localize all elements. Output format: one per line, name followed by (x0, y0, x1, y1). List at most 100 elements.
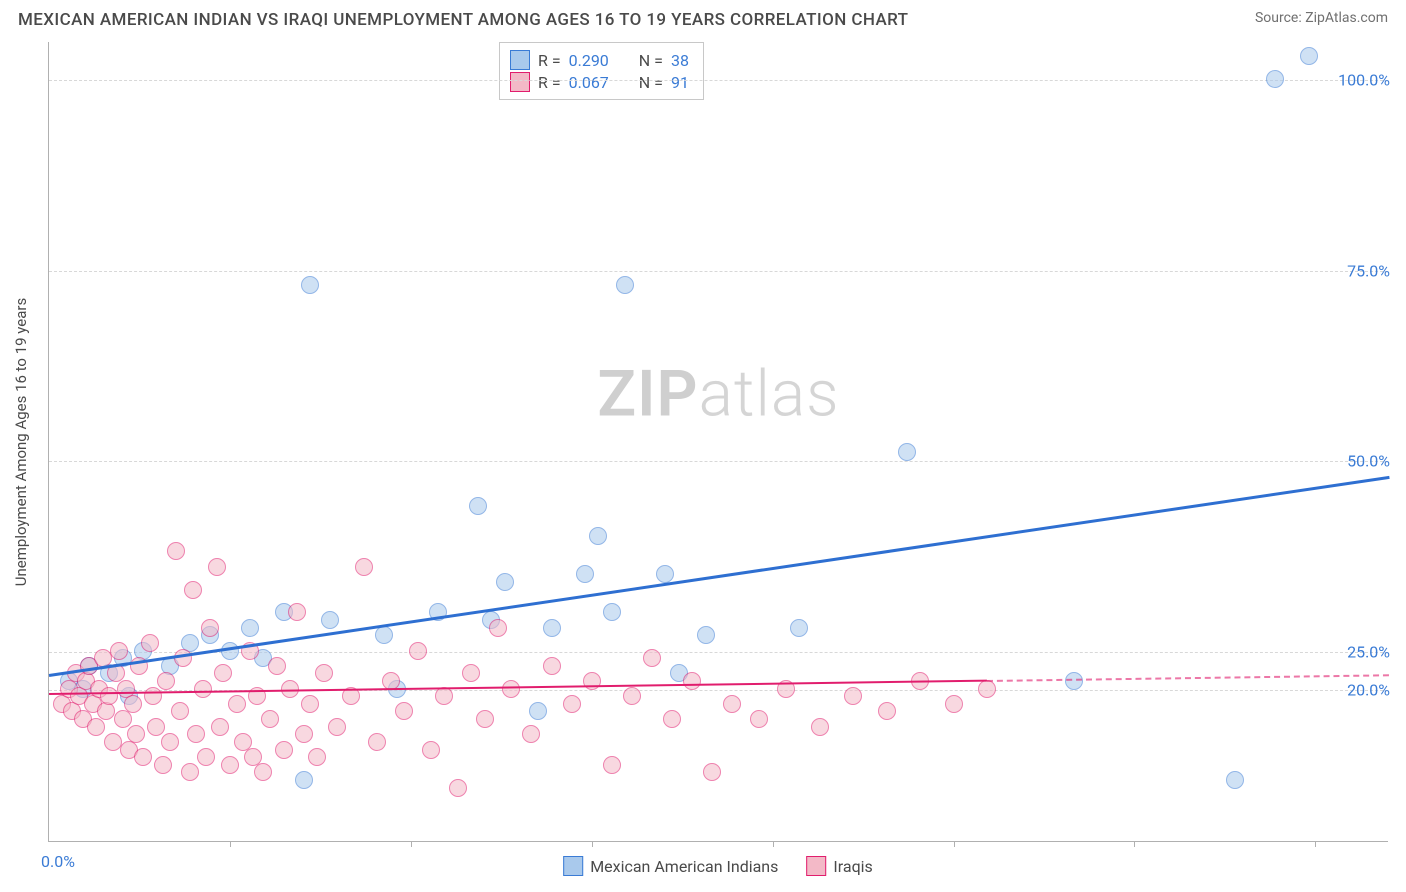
data-point (241, 619, 259, 637)
data-point (603, 603, 621, 621)
data-point (154, 756, 172, 774)
data-point (184, 581, 202, 599)
data-point (208, 558, 226, 576)
data-point (703, 763, 721, 781)
data-point (187, 725, 205, 743)
data-point (127, 725, 145, 743)
data-point (898, 443, 916, 461)
data-point (449, 779, 467, 797)
data-point (295, 771, 313, 789)
source-label: Source: ZipAtlas.com (1255, 10, 1388, 26)
series-swatch (510, 72, 530, 92)
data-point (603, 756, 621, 774)
x-tick (411, 841, 412, 847)
data-point (656, 565, 674, 583)
data-point (211, 718, 229, 736)
data-point (878, 702, 896, 720)
y-tick-label: 75.0% (1347, 261, 1390, 280)
data-point (723, 695, 741, 713)
data-point (221, 756, 239, 774)
data-point (100, 687, 118, 705)
chart-title: MEXICAN AMERICAN INDIAN VS IRAQI UNEMPLO… (18, 10, 908, 30)
data-point (167, 542, 185, 560)
data-point (110, 642, 128, 660)
data-point (214, 664, 232, 682)
data-point (462, 664, 480, 682)
y-tick-label: 20.0% (1347, 680, 1390, 699)
stats-row: R =0.290N =38 (510, 49, 689, 71)
legend-item: Mexican American Indians (563, 856, 778, 876)
data-point (355, 558, 373, 576)
data-point (543, 657, 561, 675)
stats-legend-box: R =0.290N =38R =0.067N =91 (499, 42, 704, 100)
watermark-light: atlas (699, 356, 840, 431)
x-origin-label: 0.0% (41, 852, 75, 871)
data-point (589, 527, 607, 545)
gridline (49, 80, 1388, 81)
data-point (543, 619, 561, 637)
n-label: N = (639, 51, 663, 70)
data-point (87, 718, 105, 736)
data-point (476, 710, 494, 728)
x-tick (1315, 841, 1316, 847)
data-point (275, 741, 293, 759)
data-point (576, 565, 594, 583)
data-point (522, 725, 540, 743)
trend-line (49, 476, 1389, 677)
data-point (529, 702, 547, 720)
data-point (1226, 771, 1244, 789)
legend-label: Iraqis (833, 857, 872, 876)
gridline (49, 271, 1388, 272)
series-swatch (806, 856, 826, 876)
data-point (321, 611, 339, 629)
x-tick (1134, 841, 1135, 847)
series-swatch (563, 856, 583, 876)
y-tick-label: 25.0% (1347, 642, 1390, 661)
x-tick (230, 841, 231, 847)
data-point (683, 672, 701, 690)
data-point (254, 763, 272, 781)
data-point (301, 695, 319, 713)
n-value: 38 (671, 51, 689, 70)
x-tick (954, 841, 955, 847)
data-point (301, 276, 319, 294)
data-point (114, 710, 132, 728)
y-axis-label: Unemployment Among Ages 16 to 19 years (12, 297, 30, 585)
watermark: ZIPatlas (597, 356, 839, 431)
data-point (1300, 47, 1318, 65)
data-point (469, 497, 487, 515)
data-point (124, 695, 142, 713)
data-point (844, 687, 862, 705)
data-point (268, 657, 286, 675)
legend-item: Iraqis (806, 856, 872, 876)
data-point (134, 748, 152, 766)
data-point (563, 695, 581, 713)
data-point (496, 573, 514, 591)
watermark-bold: ZIP (597, 356, 698, 431)
r-value: 0.290 (569, 51, 609, 70)
data-point (375, 626, 393, 644)
data-point (295, 725, 313, 743)
r-label: R = (538, 73, 561, 92)
chart-area: ZIPatlas R =0.290N =38R =0.067N =91 Unem… (48, 42, 1388, 842)
data-point (623, 687, 641, 705)
legend-label: Mexican American Indians (590, 857, 778, 876)
data-point (945, 695, 963, 713)
data-point (409, 642, 427, 660)
data-point (663, 710, 681, 728)
data-point (147, 718, 165, 736)
data-point (489, 619, 507, 637)
data-point (422, 741, 440, 759)
legend-bottom: Mexican American Indians Iraqis (563, 856, 873, 876)
gridline (49, 461, 1388, 462)
data-point (288, 603, 306, 621)
data-point (328, 718, 346, 736)
r-value: 0.067 (569, 73, 609, 92)
data-point (194, 680, 212, 698)
data-point (197, 748, 215, 766)
series-swatch (510, 50, 530, 70)
trend-line (987, 674, 1389, 682)
data-point (141, 634, 159, 652)
data-point (104, 733, 122, 751)
plot-region: ZIPatlas R =0.290N =38R =0.067N =91 Unem… (48, 42, 1388, 842)
